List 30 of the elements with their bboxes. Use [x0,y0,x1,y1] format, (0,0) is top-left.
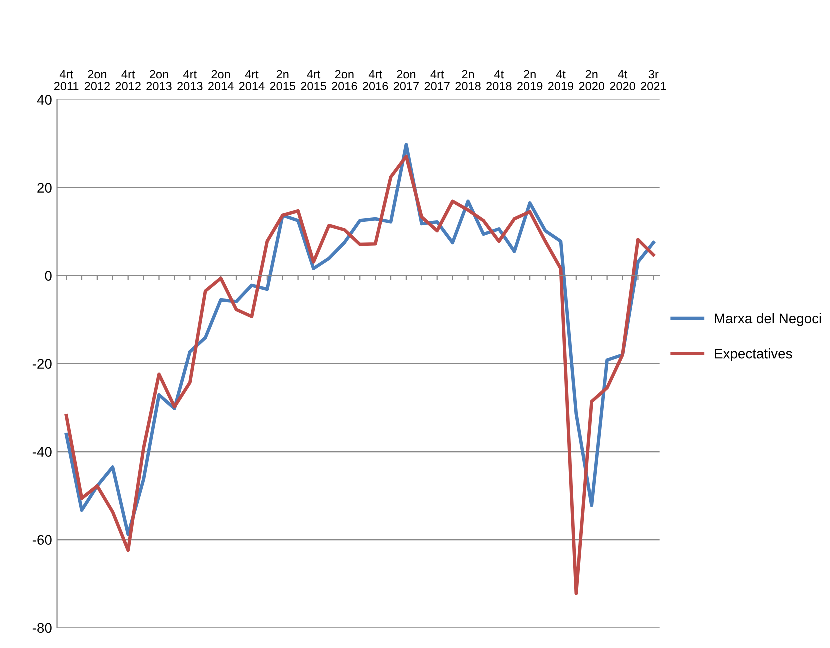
y-tick-label: -60 [32,535,52,546]
x-tick-label: 2n 2015 [270,70,296,91]
y-tick-label: -80 [32,623,52,634]
x-tick-label: 4rt 2016 [363,70,388,91]
line-series [64,154,656,596]
x-tick-label: 4t 2020 [610,70,636,91]
y-tick-label: 0 [45,271,52,281]
x-tick-label: 4rt 2015 [301,70,326,91]
x-tick-label: 2on 2016 [332,70,358,91]
x-tick-label: 2n 2020 [579,70,605,91]
x-tick-label: 4t 2019 [548,70,574,91]
x-tick-label: 4rt 2012 [116,70,141,91]
x-tick-label: 2on 2013 [146,70,172,91]
y-tick-label: 20 [38,183,52,193]
x-tick-label: 2n 2019 [518,70,543,91]
y-tick-label: -40 [32,447,52,458]
x-tick-label: 2on 2012 [84,70,110,91]
x-tick-label: 2on 2017 [394,70,419,91]
x-tick-label: 4rt 2013 [178,70,203,91]
x-tick-label: 3r 2021 [641,70,666,91]
x-tick-label: 2on 2014 [208,70,234,91]
legend-label: Marxa del Negoci [715,313,822,326]
x-tick-label: 4rt 2017 [424,70,450,91]
x-tick-label: 2n 2018 [456,70,481,91]
x-tick-label: 4t 2018 [486,70,512,91]
x-tick-label: 4rt 2011 [54,70,79,91]
x-tick-label: 4rt 2014 [239,70,265,91]
legend-label: Expectatives [715,348,792,362]
y-tick-label: -20 [32,359,52,370]
y-tick-label: 40 [37,95,52,105]
